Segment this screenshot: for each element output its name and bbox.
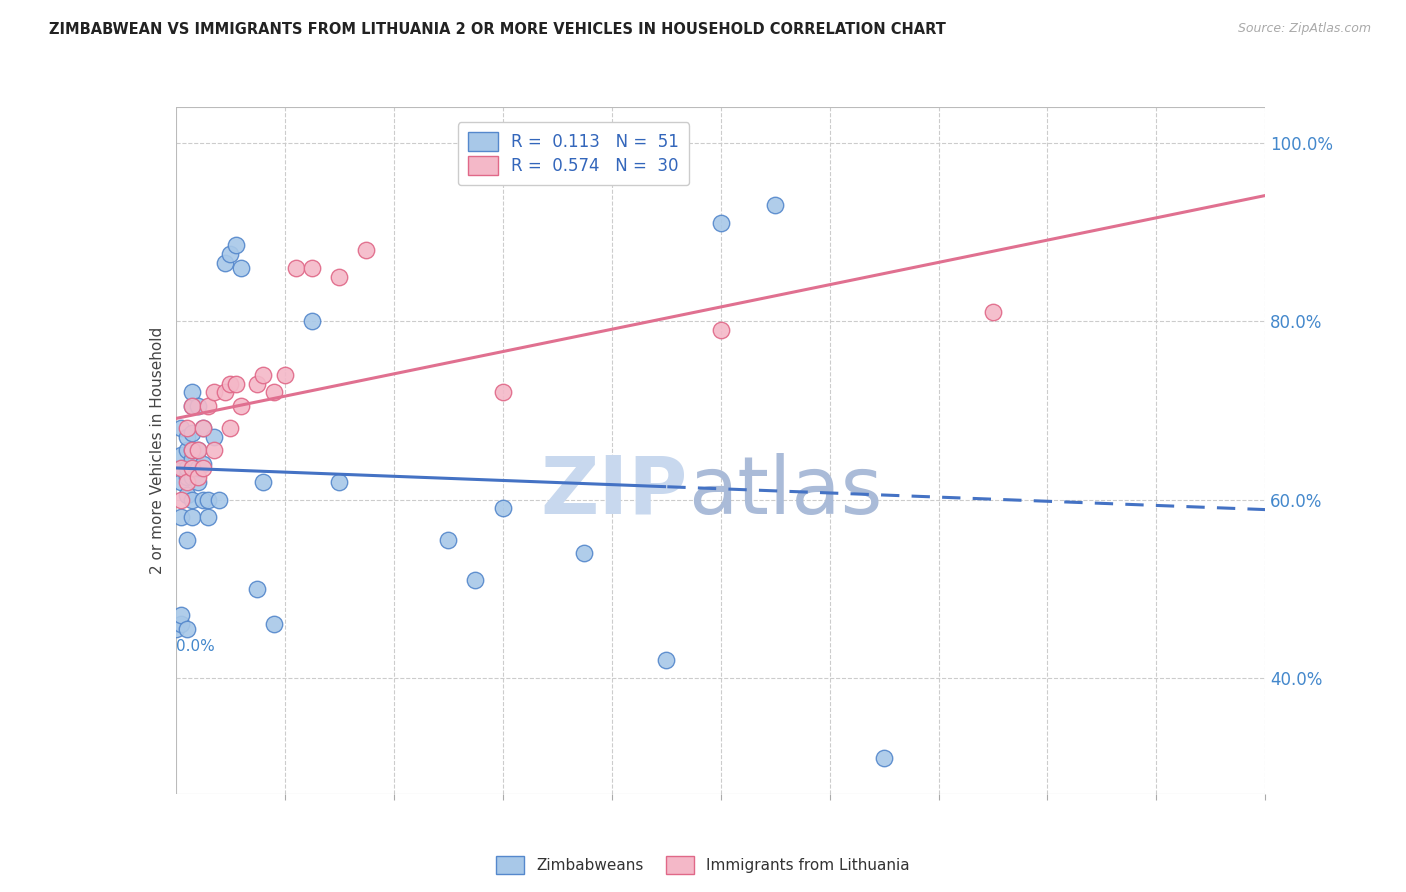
Y-axis label: 2 or more Vehicles in Household: 2 or more Vehicles in Household xyxy=(149,326,165,574)
Point xyxy=(191,461,214,475)
Point xyxy=(231,260,253,275)
Point xyxy=(191,421,214,435)
Point xyxy=(186,475,209,489)
Point xyxy=(219,421,242,435)
Point xyxy=(191,457,214,471)
Point xyxy=(176,622,198,636)
Point xyxy=(710,216,733,230)
Point xyxy=(208,492,231,507)
Point xyxy=(186,470,209,484)
Point xyxy=(873,751,896,765)
Text: 0.0%: 0.0% xyxy=(176,640,215,655)
Point xyxy=(202,430,225,444)
Point xyxy=(170,461,193,475)
Point xyxy=(437,533,460,547)
Point xyxy=(176,475,198,489)
Point xyxy=(214,256,236,270)
Point xyxy=(170,461,193,475)
Point xyxy=(181,399,204,413)
Point xyxy=(231,399,253,413)
Point xyxy=(170,475,193,489)
Point xyxy=(252,368,274,382)
Point xyxy=(464,573,486,587)
Point xyxy=(356,243,378,257)
Point xyxy=(186,443,209,458)
Point xyxy=(574,546,596,560)
Point xyxy=(176,421,198,435)
Point xyxy=(176,470,198,484)
Point xyxy=(181,470,204,484)
Point xyxy=(181,492,204,507)
Text: atlas: atlas xyxy=(688,452,882,531)
Point xyxy=(170,608,193,623)
Point xyxy=(170,617,193,632)
Point xyxy=(301,314,323,328)
Point xyxy=(655,653,678,667)
Point xyxy=(981,305,1004,319)
Point xyxy=(246,582,269,596)
Point xyxy=(186,443,209,458)
Point xyxy=(186,399,209,413)
Point xyxy=(202,385,225,400)
Point xyxy=(274,368,297,382)
Point xyxy=(181,443,204,458)
Point xyxy=(170,448,193,462)
Point xyxy=(176,533,198,547)
Point xyxy=(165,622,187,636)
Point xyxy=(214,385,236,400)
Point xyxy=(176,430,198,444)
Point xyxy=(301,260,323,275)
Point xyxy=(176,461,198,475)
Point xyxy=(181,443,204,458)
Point xyxy=(252,475,274,489)
Point xyxy=(191,492,214,507)
Point xyxy=(191,421,214,435)
Legend: R =  0.113   N =  51, R =  0.574   N =  30: R = 0.113 N = 51, R = 0.574 N = 30 xyxy=(458,122,689,185)
Point xyxy=(328,475,350,489)
Point xyxy=(284,260,307,275)
Point xyxy=(219,376,242,391)
Legend: Zimbabweans, Immigrants from Lithuania: Zimbabweans, Immigrants from Lithuania xyxy=(491,850,915,880)
Point xyxy=(763,198,786,212)
Point xyxy=(176,443,198,458)
Point xyxy=(181,510,204,524)
Text: ZIMBABWEAN VS IMMIGRANTS FROM LITHUANIA 2 OR MORE VEHICLES IN HOUSEHOLD CORRELAT: ZIMBABWEAN VS IMMIGRANTS FROM LITHUANIA … xyxy=(49,22,946,37)
Point xyxy=(246,376,269,391)
Point xyxy=(176,488,198,502)
Point xyxy=(219,247,242,261)
Point xyxy=(170,421,193,435)
Point xyxy=(710,323,733,337)
Point xyxy=(170,510,193,524)
Point xyxy=(197,510,219,524)
Point xyxy=(492,501,515,516)
Point xyxy=(170,492,193,507)
Point xyxy=(181,452,204,467)
Point xyxy=(263,385,285,400)
Point xyxy=(181,425,204,440)
Text: ZIP: ZIP xyxy=(541,452,688,531)
Point xyxy=(197,399,219,413)
Point xyxy=(263,617,285,632)
Point xyxy=(202,443,225,458)
Point xyxy=(328,269,350,284)
Point xyxy=(186,461,209,475)
Point xyxy=(181,385,204,400)
Point xyxy=(492,385,515,400)
Point xyxy=(197,492,219,507)
Text: Source: ZipAtlas.com: Source: ZipAtlas.com xyxy=(1237,22,1371,36)
Point xyxy=(225,238,247,252)
Point xyxy=(181,399,204,413)
Point xyxy=(225,376,247,391)
Point xyxy=(181,461,204,475)
